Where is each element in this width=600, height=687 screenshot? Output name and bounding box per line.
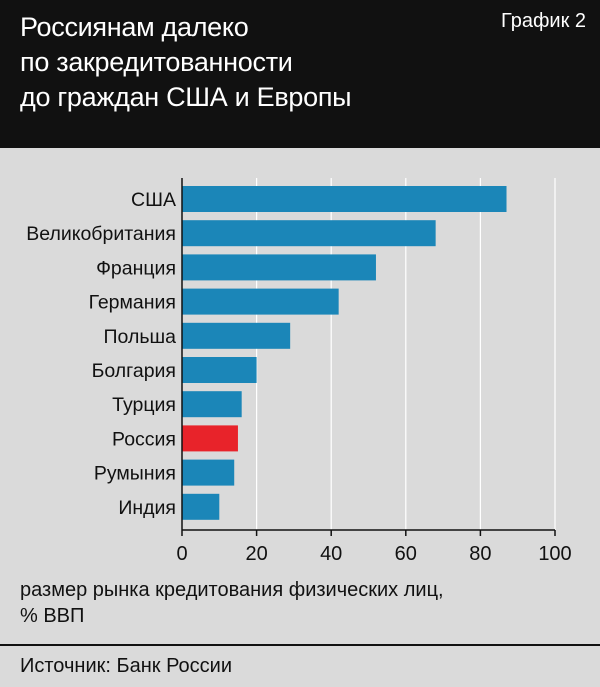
- category-label-5: Болгария: [92, 360, 176, 382]
- title-line-2: по закредитованности: [20, 47, 293, 77]
- category-label-6: Турция: [112, 394, 176, 416]
- bar-8: [182, 459, 235, 486]
- x-tick-label-0: 0: [176, 543, 187, 565]
- bar-7: [182, 425, 238, 452]
- bar-0: [182, 186, 507, 212]
- x-axis-label: размер рынка кредитования физических лиц…: [20, 577, 444, 629]
- category-label-7: Россия: [112, 428, 176, 450]
- chart-number-badge: График 2: [500, 10, 586, 32]
- title-line-1: Россиянам далеко: [20, 12, 249, 42]
- source-note: Источник: Банк России: [20, 655, 233, 677]
- header-bar: Россиянам далеко по закредитованности до…: [0, 0, 600, 148]
- bar-2: [182, 254, 376, 281]
- category-label-1: Великобритания: [26, 223, 176, 245]
- divider: [0, 644, 600, 646]
- title-line-3: до граждан США и Европы: [20, 82, 352, 112]
- bar-5: [182, 357, 257, 383]
- category-label-0: США: [131, 189, 176, 211]
- bar-6: [182, 391, 242, 418]
- bar-3: [182, 288, 339, 315]
- x-tick-label-3: 60: [395, 543, 417, 565]
- x-tick-label-2: 40: [320, 543, 342, 565]
- category-label-9: Индия: [118, 497, 176, 519]
- category-label-3: Германия: [89, 292, 176, 314]
- category-label-4: Польша: [104, 326, 177, 348]
- x-axis-label-line-2: % ВВП: [20, 605, 85, 627]
- x-tick-label-5: 100: [538, 543, 571, 565]
- bar-1: [182, 220, 436, 247]
- x-tick-label-4: 80: [469, 543, 491, 565]
- bar-4: [182, 322, 291, 349]
- bar-chart: США Великобритания Франция Германия Польша Бо…: [26, 178, 572, 565]
- bar-9: [182, 493, 220, 520]
- x-tick-label-1: 20: [245, 543, 267, 565]
- x-axis-label-line-1: размер рынка кредитования физических лиц…: [20, 579, 444, 601]
- category-label-8: Румыния: [94, 463, 176, 485]
- category-label-2: Франция: [96, 257, 176, 279]
